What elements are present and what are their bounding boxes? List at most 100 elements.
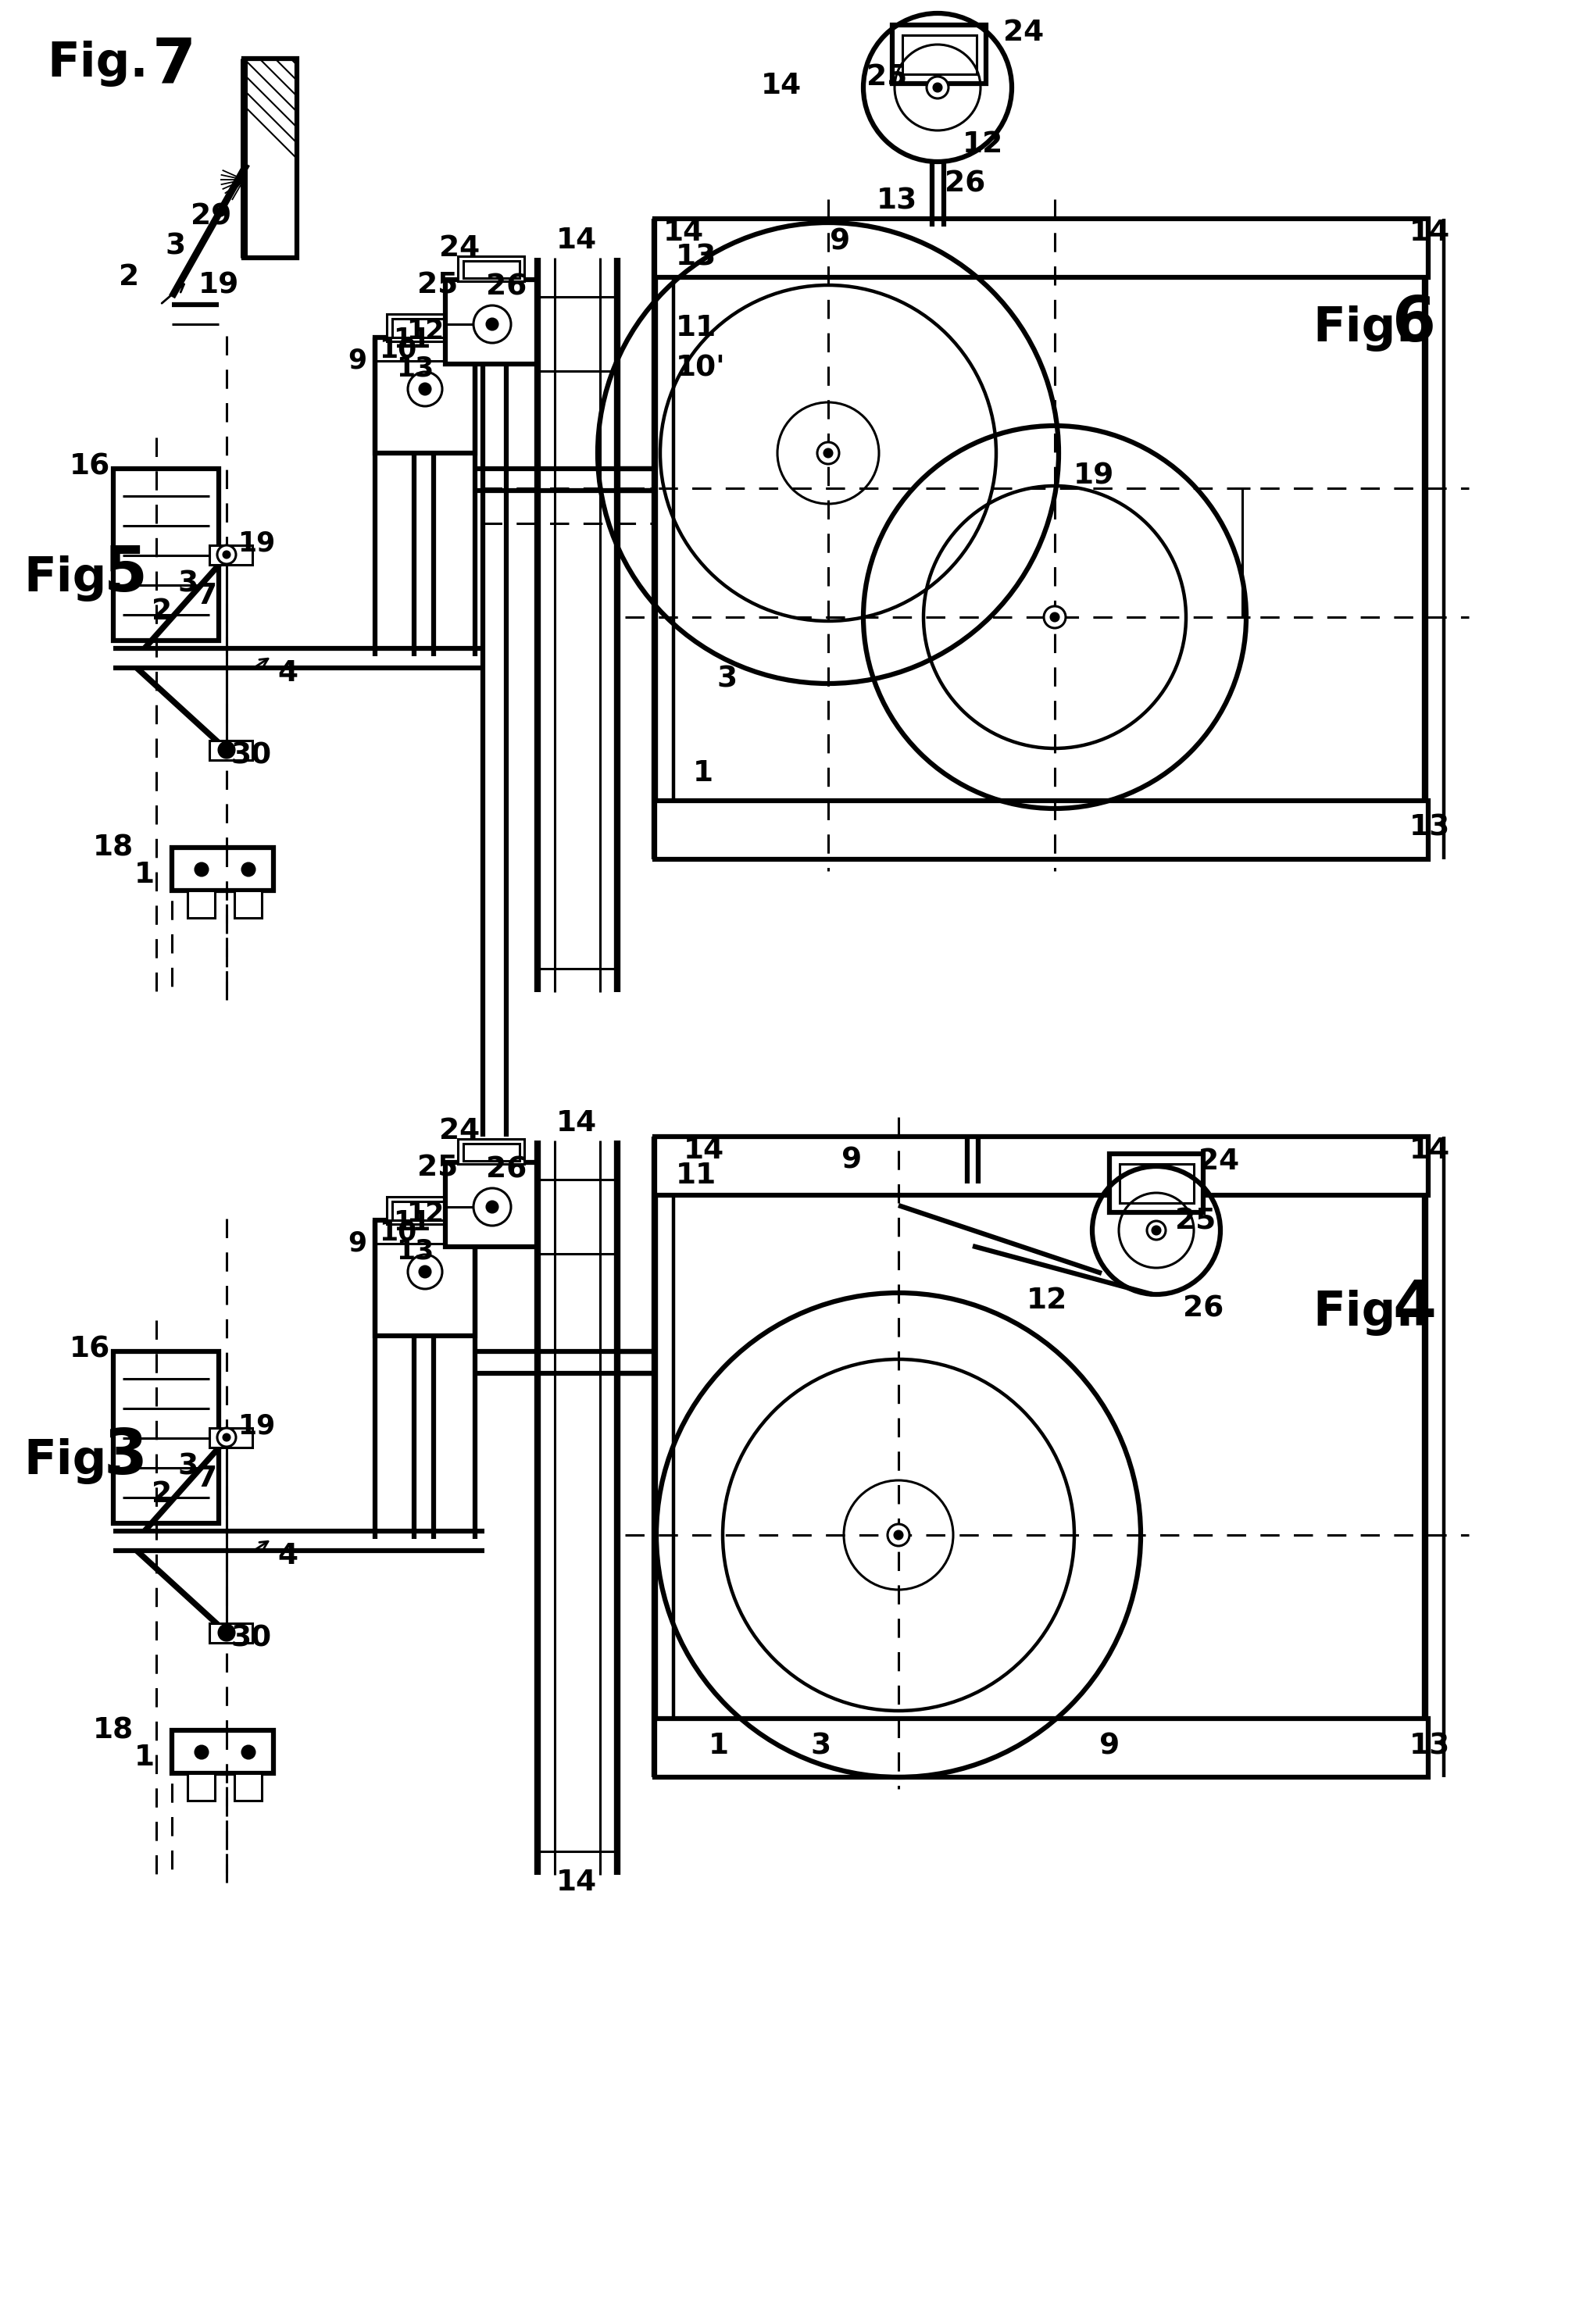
Text: 1: 1 [134, 860, 155, 890]
Bar [463, 1143, 519, 1160]
Text: 13: 13 [876, 188, 917, 216]
Circle shape [895, 1532, 902, 1538]
Text: 16: 16 [69, 453, 111, 481]
Text: 2: 2 [152, 1480, 172, 1508]
Bar [1120, 1164, 1194, 1204]
Circle shape [218, 1427, 235, 1448]
Text: 14: 14 [684, 1136, 725, 1164]
Circle shape [218, 546, 235, 565]
Text: 12: 12 [1026, 1287, 1067, 1315]
Text: 3: 3 [177, 1452, 197, 1480]
Text: 14: 14 [556, 225, 597, 256]
Circle shape [824, 449, 832, 458]
Bar [172, 1731, 273, 1773]
Circle shape [196, 862, 208, 876]
Circle shape [474, 304, 512, 344]
Text: 24: 24 [439, 235, 480, 263]
Bar [892, 26, 985, 84]
Text: 1: 1 [709, 1731, 729, 1759]
Text: 9: 9 [842, 1146, 862, 1174]
Text: 24: 24 [439, 1118, 480, 1146]
Text: 18: 18 [93, 834, 134, 862]
Circle shape [407, 372, 442, 407]
Text: 1: 1 [693, 760, 714, 788]
Text: 3: 3 [810, 1731, 831, 1759]
Text: 10: 10 [379, 1218, 417, 1246]
Text: 25: 25 [1175, 1206, 1216, 1234]
Bar [463, 260, 519, 279]
Circle shape [242, 862, 254, 876]
Text: 25: 25 [417, 272, 458, 300]
Text: 12: 12 [406, 318, 444, 344]
Text: 7: 7 [197, 1464, 218, 1492]
Text: 11: 11 [393, 1208, 431, 1236]
Text: Fig.: Fig. [1312, 1290, 1413, 1336]
Bar [445, 1162, 537, 1246]
Text: 13: 13 [396, 1239, 434, 1264]
Text: 9: 9 [1099, 1731, 1120, 1759]
Bar [210, 1622, 253, 1643]
Text: 2: 2 [118, 263, 139, 290]
Text: 5: 5 [104, 544, 148, 604]
Bar [188, 1773, 215, 1801]
Text: 4: 4 [278, 1543, 298, 1571]
Text: 30: 30 [231, 1624, 272, 1652]
Text: 16: 16 [69, 1336, 111, 1364]
Bar [188, 890, 215, 918]
Text: Fig.: Fig. [24, 555, 125, 602]
Text: 9: 9 [347, 349, 366, 374]
Bar [458, 256, 524, 281]
Text: 19: 19 [237, 530, 275, 555]
Text: 13: 13 [1410, 1731, 1450, 1759]
Text: 9: 9 [829, 228, 850, 256]
Bar [376, 1220, 475, 1336]
Text: 24: 24 [1003, 19, 1044, 46]
Circle shape [474, 1188, 512, 1225]
Circle shape [486, 318, 497, 330]
Text: 3: 3 [717, 665, 737, 693]
Text: 2: 2 [152, 597, 172, 625]
Text: 19: 19 [237, 1413, 275, 1439]
Text: 13: 13 [1410, 813, 1450, 841]
Text: 14: 14 [556, 1868, 597, 1896]
Text: 10: 10 [379, 337, 417, 363]
Circle shape [219, 741, 234, 758]
Text: 7: 7 [152, 35, 196, 95]
Circle shape [887, 1525, 910, 1545]
Text: Fig.: Fig. [1312, 304, 1413, 351]
Text: 10': 10' [676, 356, 726, 383]
Text: 30: 30 [231, 741, 272, 769]
Text: 12: 12 [963, 130, 1003, 158]
Bar [458, 1139, 524, 1164]
Text: 12: 12 [406, 1202, 444, 1227]
Bar [210, 546, 253, 565]
Text: 3: 3 [166, 232, 186, 260]
Bar [210, 741, 253, 760]
Circle shape [1146, 1220, 1165, 1239]
Bar [234, 890, 262, 918]
Circle shape [407, 1255, 442, 1290]
Circle shape [933, 84, 941, 91]
Bar [655, 1717, 1429, 1778]
Bar [172, 848, 273, 890]
Text: 26: 26 [1183, 1294, 1224, 1322]
Circle shape [486, 1202, 497, 1213]
Text: 24: 24 [1198, 1148, 1240, 1176]
Bar [655, 1136, 1429, 1195]
Circle shape [818, 442, 838, 465]
Text: 13: 13 [396, 356, 434, 381]
Text: 26: 26 [486, 1155, 527, 1185]
Text: 19: 19 [1074, 462, 1115, 490]
Text: 14: 14 [663, 218, 704, 246]
Bar [376, 337, 475, 453]
Text: 14: 14 [761, 72, 802, 100]
Text: 26: 26 [486, 274, 527, 302]
Text: 11: 11 [676, 1162, 717, 1190]
Text: 3: 3 [104, 1427, 148, 1487]
Bar [392, 318, 458, 337]
Circle shape [1153, 1227, 1161, 1234]
Bar [114, 469, 219, 641]
Bar [655, 218, 1429, 277]
Circle shape [224, 551, 229, 558]
Circle shape [420, 383, 431, 395]
